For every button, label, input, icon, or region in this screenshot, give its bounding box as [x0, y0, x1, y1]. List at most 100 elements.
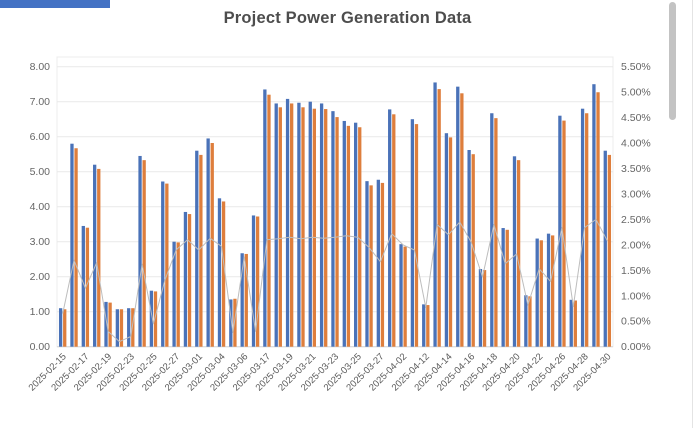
y-axis-left-label: 0.00 — [30, 341, 51, 353]
bar-blue — [251, 215, 256, 347]
bar-blue — [342, 120, 346, 347]
bar-blue — [308, 101, 312, 347]
bar-orange — [482, 270, 487, 347]
y-axis-right-label: 2.50% — [621, 214, 651, 226]
bar-blue — [149, 290, 154, 347]
bar-blue — [161, 181, 165, 347]
y-axis-right-label: 1.50% — [621, 265, 651, 277]
bar-orange — [426, 305, 430, 347]
bar-orange — [97, 168, 101, 347]
bar-blue — [331, 111, 335, 347]
bar-orange — [290, 103, 294, 347]
bar-blue — [524, 295, 528, 347]
bar-orange — [562, 120, 566, 347]
bar-orange — [550, 235, 555, 347]
bar-orange — [403, 246, 407, 347]
bar-orange — [539, 240, 543, 347]
bar-orange — [244, 253, 248, 347]
bar-orange — [414, 124, 419, 347]
bar-orange — [585, 113, 589, 347]
bar-blue — [456, 86, 460, 347]
y-axis-left-label: 5.00 — [30, 166, 51, 178]
bar-blue — [569, 299, 573, 347]
bar-orange — [369, 185, 373, 347]
bar-blue — [319, 103, 324, 347]
bar-blue — [285, 98, 290, 347]
bar-orange — [108, 302, 112, 347]
y-axis-left-label: 7.00 — [30, 96, 51, 108]
bar-blue — [353, 122, 358, 347]
bar-blue — [592, 84, 596, 347]
y-axis-right-label: 0.50% — [621, 316, 651, 328]
bar-blue — [546, 233, 551, 347]
bar-orange — [176, 242, 180, 347]
bar-blue — [467, 150, 471, 347]
bar-orange — [165, 183, 169, 347]
bar-orange — [312, 108, 317, 347]
bar-orange — [85, 227, 90, 347]
bar-blue — [172, 241, 176, 347]
bar-orange — [448, 137, 453, 347]
bar-blue — [138, 155, 142, 347]
bar-orange — [255, 216, 260, 347]
bar-orange — [187, 214, 192, 347]
bar-blue — [422, 304, 426, 347]
bar-blue — [229, 299, 233, 347]
y-axis-right-label: 3.50% — [621, 163, 651, 175]
bar-orange — [607, 154, 612, 347]
bar-orange — [119, 309, 124, 347]
y-axis-right-label: 4.50% — [621, 112, 651, 124]
bar-orange — [324, 109, 328, 347]
bar-blue — [410, 119, 415, 347]
bar-blue — [93, 164, 97, 347]
bar-blue — [58, 308, 63, 347]
y-axis-left-label: 6.00 — [30, 131, 51, 143]
bar-blue — [444, 133, 449, 347]
bar-orange — [596, 92, 600, 347]
bar-blue — [535, 238, 539, 347]
bar-orange — [210, 143, 214, 347]
bar-blue — [104, 301, 108, 347]
bar-orange — [301, 107, 305, 347]
bar-blue — [217, 198, 222, 347]
bar-orange — [573, 300, 577, 347]
bar-orange — [233, 298, 237, 347]
bar-blue — [81, 225, 85, 347]
bar-orange — [471, 154, 475, 347]
vertical-scrollbar-thumb[interactable] — [669, 2, 676, 120]
bar-blue — [365, 181, 369, 347]
bar-blue — [240, 253, 244, 347]
bar-orange — [221, 201, 226, 347]
rate-line — [62, 218, 608, 343]
y-axis-left-label: 1.00 — [30, 306, 51, 318]
y-axis-right-label: 4.00% — [621, 138, 651, 150]
bar-blue — [183, 211, 188, 347]
bar-orange — [335, 117, 339, 347]
bar-blue — [115, 309, 120, 347]
bar-orange — [153, 291, 158, 347]
bar-orange — [74, 148, 78, 347]
bar-orange — [437, 89, 441, 347]
bar-blue — [478, 269, 483, 347]
y-axis-left-label: 3.00 — [30, 236, 51, 248]
bar-blue — [297, 102, 301, 347]
bar-blue — [127, 308, 131, 347]
y-axis-right-label: 5.00% — [621, 87, 651, 99]
bar-orange — [516, 160, 521, 347]
active-tab-indicator — [0, 0, 110, 8]
bar-orange — [63, 309, 67, 347]
bar-blue — [580, 108, 585, 347]
bar-blue — [263, 89, 267, 347]
bar-blue — [433, 82, 437, 347]
bar-blue — [399, 244, 403, 347]
bar-blue — [512, 156, 517, 347]
bar-blue — [490, 113, 494, 347]
bar-blue — [274, 103, 278, 347]
bar-orange — [267, 94, 271, 347]
y-axis-right-label: 5.50% — [621, 61, 651, 73]
bar-orange — [460, 93, 464, 347]
y-axis-left-label: 2.00 — [30, 271, 51, 283]
bar-blue — [603, 150, 607, 347]
bar-blue — [558, 115, 562, 347]
